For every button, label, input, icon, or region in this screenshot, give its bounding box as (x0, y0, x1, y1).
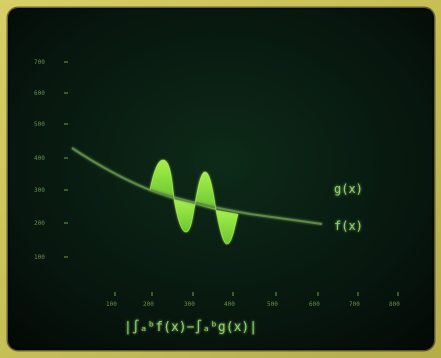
y-tick-label-3: 500 (34, 121, 45, 128)
label-g: g(x) (334, 182, 363, 196)
y-tick-label-4: 400 (34, 155, 45, 162)
lobe-2 (174, 199, 195, 232)
x-tick-label-7: 700 (349, 301, 360, 308)
y-tick-label-1: 700 (34, 59, 45, 66)
label-f: f(x) (334, 219, 363, 233)
area-between-curves (150, 160, 238, 244)
x-tick-label-1: 100 (106, 301, 117, 308)
lobe-1 (150, 160, 174, 199)
curve-g (149, 159, 239, 245)
y-tick-label-2: 600 (34, 90, 45, 97)
y-tick-marks (64, 61, 68, 258)
crt-screen (8, 8, 434, 350)
x-tick-label-4: 400 (224, 301, 235, 308)
x-tick-label-6: 600 (309, 301, 320, 308)
y-tick-label-6: 200 (34, 220, 45, 227)
y-tick-label-7: 100 (34, 254, 45, 261)
curve-f (71, 147, 323, 225)
x-tick-marks (114, 292, 399, 296)
screen-bezel-shadow (6, 6, 436, 352)
x-tick-label-2: 200 (143, 301, 154, 308)
x-tick-label-5: 500 (267, 301, 278, 308)
y-tick-label-5: 300 (34, 187, 45, 194)
formula-text: |∫ₐᵇf(x)−∫ₐᵇg(x)| (124, 319, 257, 335)
x-tick-label-3: 300 (184, 301, 195, 308)
x-tick-label-8: 800 (389, 301, 400, 308)
